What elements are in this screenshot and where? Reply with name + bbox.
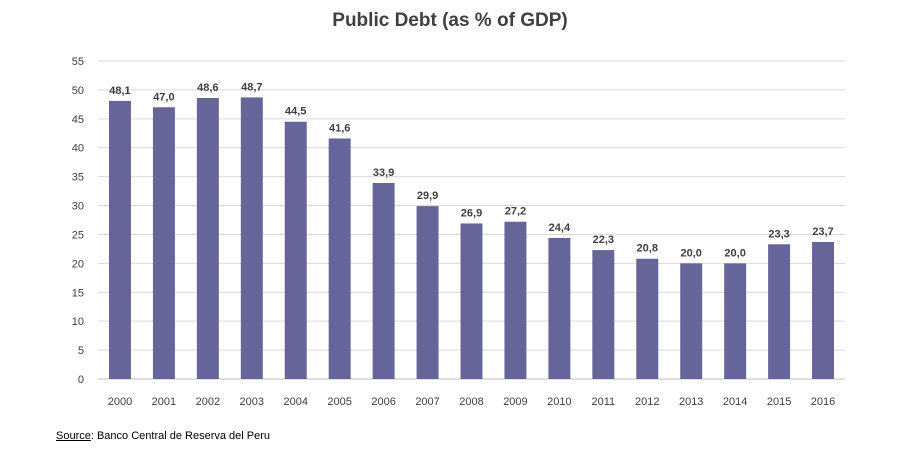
data-label: 48,1 <box>109 85 130 97</box>
y-tick-label: 5 <box>78 345 84 357</box>
x-tick-label: 2013 <box>679 396 703 408</box>
data-label: 27,2 <box>505 206 526 218</box>
x-tick-label: 2001 <box>152 396 176 408</box>
bar <box>284 121 307 379</box>
data-label: 20,0 <box>724 247 745 259</box>
data-label: 26,9 <box>461 207 482 219</box>
bar <box>328 138 351 379</box>
y-tick-label: 35 <box>72 172 84 184</box>
bar <box>548 237 571 379</box>
bar <box>768 244 791 379</box>
x-axis-ticks: 2000 2001 2002 2003 2004 2005 2006 2007 2008 2009… <box>108 396 836 408</box>
data-label: 23,3 <box>768 228 789 240</box>
y-tick-label: 55 <box>72 56 84 68</box>
x-tick-label: 2004 <box>283 396 307 408</box>
y-tick-label: 20 <box>72 258 84 270</box>
data-label: 20,0 <box>680 247 701 259</box>
bar <box>680 263 703 379</box>
y-axis-ticks: 0 5 10 15 20 25 30 35 40 45 50 55 <box>72 56 84 386</box>
bar <box>724 263 747 379</box>
bars <box>108 97 835 380</box>
x-tick-label: 2003 <box>240 396 264 408</box>
chart-title: Public Debt (as % of GDP) <box>332 10 568 31</box>
bar <box>152 107 175 379</box>
x-tick-label: 2012 <box>635 396 659 408</box>
bar <box>460 223 483 379</box>
source-label: Source <box>56 430 91 442</box>
bar <box>636 258 659 379</box>
y-tick-label: 40 <box>72 143 84 155</box>
y-tick-label: 15 <box>72 287 84 299</box>
x-tick-label: 2016 <box>811 396 835 408</box>
data-label: 41,6 <box>329 122 350 134</box>
x-tick-label: 2015 <box>767 396 791 408</box>
y-tick-label: 45 <box>72 114 84 126</box>
data-label: 44,5 <box>285 106 306 118</box>
data-label: 23,7 <box>812 226 833 238</box>
x-tick-label: 2014 <box>723 396 747 408</box>
bar <box>372 182 395 379</box>
y-tick-label: 25 <box>72 229 84 241</box>
bar <box>196 98 219 380</box>
x-tick-label: 2002 <box>196 396 220 408</box>
y-tick-label: 10 <box>72 316 84 328</box>
data-label: 20,8 <box>637 243 658 255</box>
data-label: 48,7 <box>241 81 262 93</box>
x-tick-label: 2010 <box>547 396 571 408</box>
bar <box>240 97 263 380</box>
x-tick-label: 2009 <box>503 396 527 408</box>
data-label: 29,9 <box>417 190 438 202</box>
x-tick-label: 2005 <box>327 396 351 408</box>
bar <box>592 250 615 379</box>
y-tick-label: 30 <box>72 201 84 213</box>
y-tick-label: 0 <box>78 374 84 386</box>
data-label: 47,0 <box>153 91 174 103</box>
bar <box>504 221 527 379</box>
data-labels: 48,1 47,0 48,6 48,7 44,5 41,6 33,9 29,9 26,9 27,2… <box>109 81 833 259</box>
data-label: 48,6 <box>197 82 218 94</box>
bar <box>812 241 835 379</box>
x-tick-label: 2011 <box>591 396 615 408</box>
x-tick-label: 2000 <box>108 396 132 408</box>
data-label: 33,9 <box>373 167 394 179</box>
x-tick-label: 2006 <box>371 396 395 408</box>
y-tick-label: 50 <box>72 85 84 97</box>
data-label: 24,4 <box>549 222 571 234</box>
source-note: Source: Banco Central de Reserva del Per… <box>56 430 270 442</box>
bar <box>416 206 439 379</box>
x-tick-label: 2007 <box>415 396 439 408</box>
data-label: 22,3 <box>593 234 614 246</box>
source-text: : Banco Central de Reserva del Peru <box>90 430 271 442</box>
bar <box>108 100 131 380</box>
x-tick-label: 2008 <box>459 396 483 408</box>
